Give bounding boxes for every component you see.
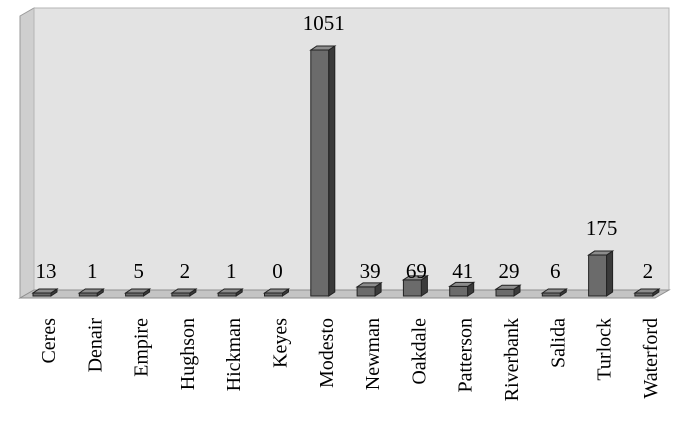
category-tick-label: Waterford	[640, 318, 662, 399]
bar-series	[31, 45, 661, 297]
category-tick-label: Ceres	[38, 318, 60, 364]
bar-top	[448, 281, 476, 287]
data-label: 2	[643, 259, 654, 283]
data-label: 175	[586, 216, 618, 240]
bar-top	[216, 288, 244, 294]
bar	[262, 288, 291, 297]
data-label: 0	[272, 259, 283, 283]
data-label: 1051	[303, 11, 345, 35]
category-tick-label: Turlock	[594, 318, 616, 381]
bar-side	[328, 45, 336, 297]
bar	[633, 288, 661, 297]
bar-top	[170, 288, 198, 294]
bar	[309, 45, 337, 297]
category-tick-label: Keyes	[270, 318, 292, 368]
bar-front	[588, 254, 608, 297]
category-tick-label: Empire	[131, 318, 153, 377]
bar-top	[309, 45, 337, 51]
data-label: 13	[36, 259, 57, 283]
bar-top	[31, 288, 59, 294]
bar-top	[540, 288, 568, 294]
bar	[355, 281, 383, 297]
data-label: 1	[87, 259, 98, 283]
bar	[448, 281, 476, 297]
chart-floor	[18, 289, 671, 299]
bar-front	[356, 286, 376, 297]
category-tick-label: Riverbank	[501, 318, 523, 401]
data-label: 41	[452, 259, 473, 283]
category-tick-label: Salida	[547, 318, 569, 368]
bar-top	[633, 288, 661, 294]
value-labels: 13 1 5 2 1 0 1051 39 69 41 29 6 175 2	[36, 11, 654, 283]
category-tick-label: Denair	[84, 318, 106, 373]
chart-side-wall	[19, 7, 35, 299]
chart-backdrop	[18, 7, 671, 299]
bar	[401, 274, 430, 297]
bar-front	[449, 285, 469, 297]
data-label: 2	[180, 259, 191, 283]
bar-top	[355, 282, 383, 288]
bar	[77, 288, 105, 297]
data-label: 29	[499, 259, 520, 283]
data-label: 39	[360, 259, 381, 283]
bar	[216, 288, 244, 297]
bar-top	[123, 288, 152, 294]
bar	[123, 288, 152, 297]
bar	[494, 284, 522, 297]
bar-side	[606, 250, 614, 297]
bar	[170, 288, 198, 297]
bar-front	[310, 49, 330, 297]
data-label: 1	[226, 259, 237, 283]
category-tick-label: Oakdale	[408, 318, 430, 385]
chart-back-wall	[33, 7, 670, 291]
bar	[31, 288, 59, 297]
category-tick-label: Patterson	[455, 318, 477, 392]
bar	[540, 288, 568, 297]
bar-top	[494, 284, 522, 290]
category-tick-label: Modesto	[316, 318, 338, 388]
bar-top	[401, 275, 430, 281]
bar-front	[495, 288, 515, 297]
bar-top	[262, 288, 291, 294]
category-tick-label: Hickman	[223, 318, 245, 391]
category-tick-label: Newman	[362, 318, 384, 390]
data-label: 6	[550, 259, 561, 283]
category-tick-label: Hughson	[177, 318, 199, 390]
bar-top	[586, 250, 615, 256]
category-labels: Ceres Denair Empire Hughson Hickman Keyes Mode…	[38, 318, 662, 402]
bar-top	[77, 288, 105, 294]
bar	[586, 250, 615, 297]
data-label: 69	[406, 259, 427, 283]
data-label: 5	[133, 259, 144, 283]
